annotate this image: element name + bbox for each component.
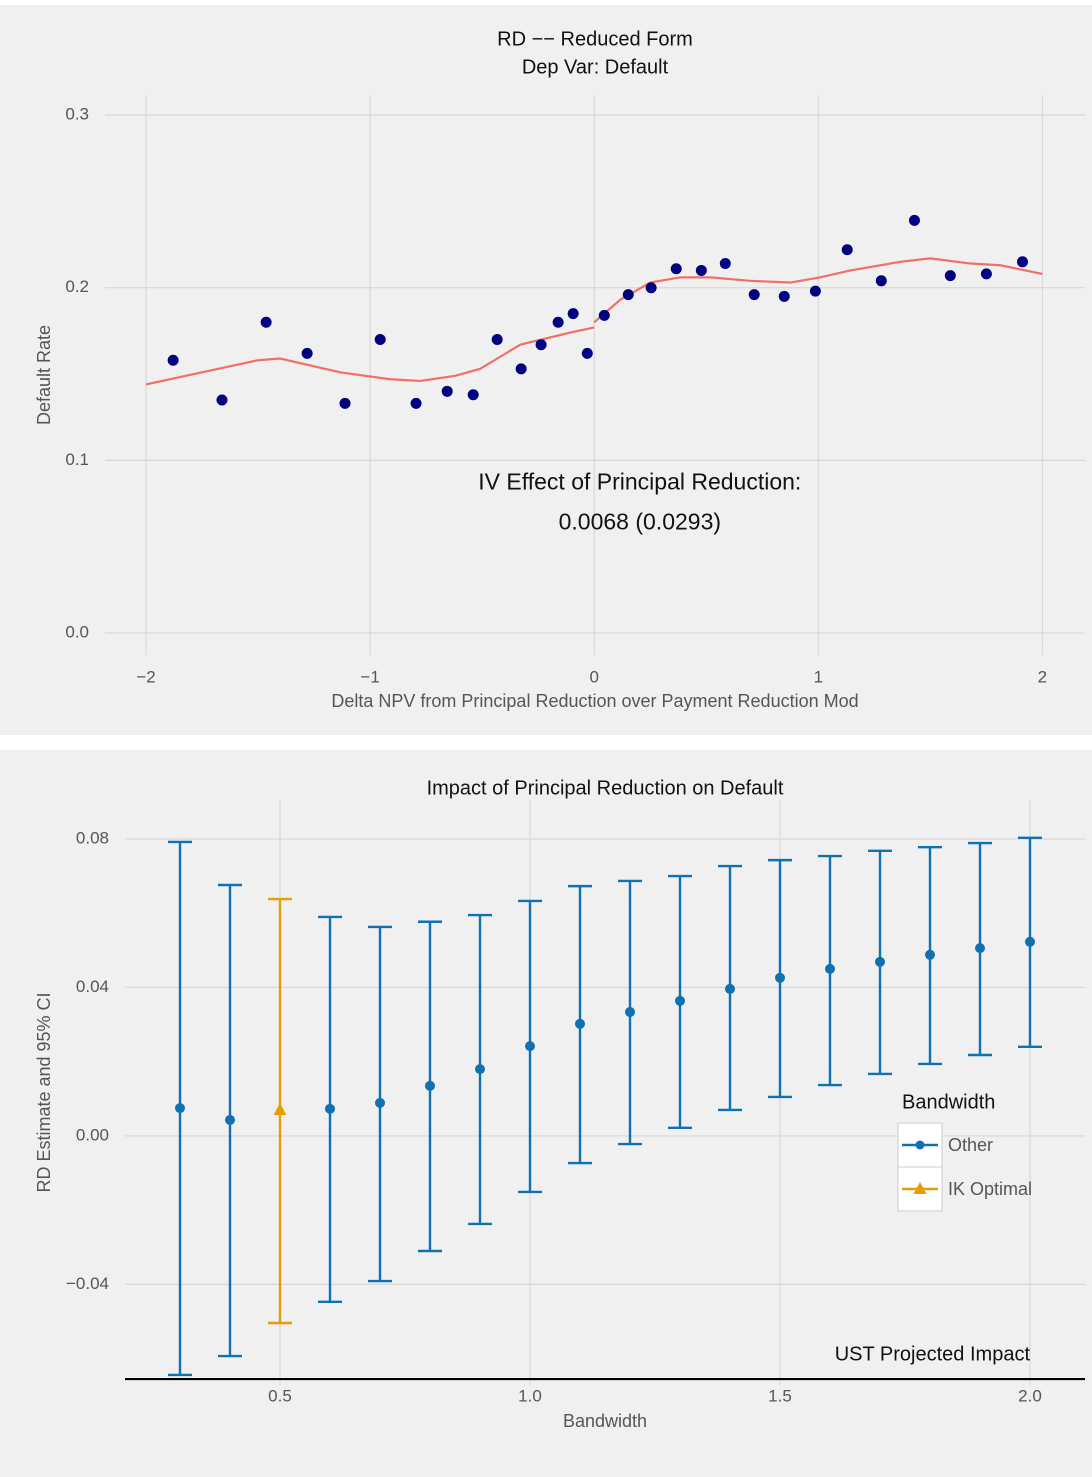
y-tick-label: −0.04 [66,1274,109,1293]
y-axis-title: Default Rate [34,325,54,425]
data-point [809,285,821,297]
y-tick-label: 0.08 [76,828,109,847]
y-tick-label: 0.04 [76,977,109,996]
data-point [491,334,503,346]
data-point [944,270,956,282]
data-point [670,263,682,275]
annotation: IV Effect of Principal Reduction: [478,468,801,494]
data-point [778,290,790,302]
panel-background [0,750,1092,1477]
data-point [695,264,707,276]
x-tick-label: −2 [136,667,155,686]
data-point [167,354,179,366]
data-point [825,963,835,974]
y-axis-title: RD Estimate and 95% CI [34,992,54,1192]
x-tick-label: 2 [1038,667,1047,686]
data-point [260,316,272,328]
data-point [581,347,593,359]
data-point [875,275,887,287]
legend-label: Other [948,1135,993,1155]
x-axis-title: Bandwidth [563,1411,647,1431]
y-tick-label: 0.1 [65,450,89,469]
data-point [325,1103,335,1114]
data-point [975,943,985,954]
data-point [719,258,731,270]
x-tick-label: 1 [814,667,823,686]
data-point [225,1114,235,1125]
data-point [339,397,351,409]
data-point [841,244,853,256]
data-point [980,268,992,280]
data-point [622,289,634,301]
chart-title: Impact of Principal Reduction on Default [427,777,784,799]
data-point [374,334,386,346]
data-point [375,1097,385,1108]
data-point [535,339,547,351]
data-point [525,1041,535,1052]
x-tick-label: 1.5 [768,1386,792,1405]
fit-line [593,257,1043,324]
x-tick-label: 1.0 [518,1386,542,1405]
data-point [301,347,313,359]
legend: Bandwidth Other IK Optimal [897,1091,1032,1212]
data-point [725,983,735,994]
annotation: 0.0068 (0.0293) [559,508,721,534]
data-point [1016,256,1028,268]
x-tick-label: 0.5 [268,1386,292,1405]
panel-background [0,5,1092,735]
data-point [575,1018,585,1029]
data-point [216,394,228,406]
data-point [175,1103,185,1114]
data-point [625,1006,635,1017]
reference-label: UST Projected Impact [835,1343,1031,1365]
y-tick-label: 0.2 [65,277,89,296]
data-point [645,282,657,294]
data-point [598,309,610,321]
data-point [775,972,785,983]
chart-subtitle: Dep Var: Default [522,56,669,78]
data-point [515,363,527,375]
legend-title: Bandwidth [902,1091,995,1113]
data-point [675,995,685,1006]
legend-marker [913,1182,927,1194]
data-point [410,397,422,409]
fit-line [145,326,595,386]
data-point [425,1080,435,1091]
data-point [908,214,920,226]
data-point [273,1102,287,1115]
data-point [467,389,479,401]
x-tick-label: 0 [589,667,598,686]
data-point [875,956,885,967]
y-tick-label: 0.3 [65,105,89,124]
data-point [748,289,760,301]
x-tick-label: −1 [360,667,379,686]
data-point [925,949,935,960]
legend-marker [915,1140,925,1150]
chart-title: RD −− Reduced Form [497,28,693,50]
x-tick-label: 2.0 [1018,1386,1042,1405]
data-point [475,1064,485,1075]
y-tick-label: 0.00 [76,1125,109,1144]
x-axis-title: Delta NPV from Principal Reduction over … [331,691,858,711]
data-point [567,308,579,320]
data-point [441,385,453,397]
data-point [552,316,564,328]
data-point [1025,936,1035,947]
y-tick-label: 0.0 [65,623,89,642]
legend-label: IK Optimal [948,1179,1032,1199]
